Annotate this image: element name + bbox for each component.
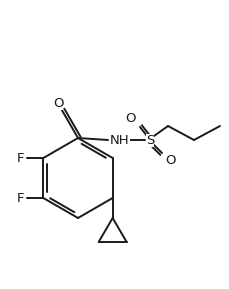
Text: O: O: [165, 155, 175, 168]
Text: NH: NH: [110, 134, 129, 147]
Text: F: F: [16, 151, 24, 164]
Text: O: O: [125, 112, 136, 125]
Text: O: O: [52, 97, 63, 110]
Text: F: F: [16, 192, 24, 205]
Text: S: S: [145, 134, 153, 147]
